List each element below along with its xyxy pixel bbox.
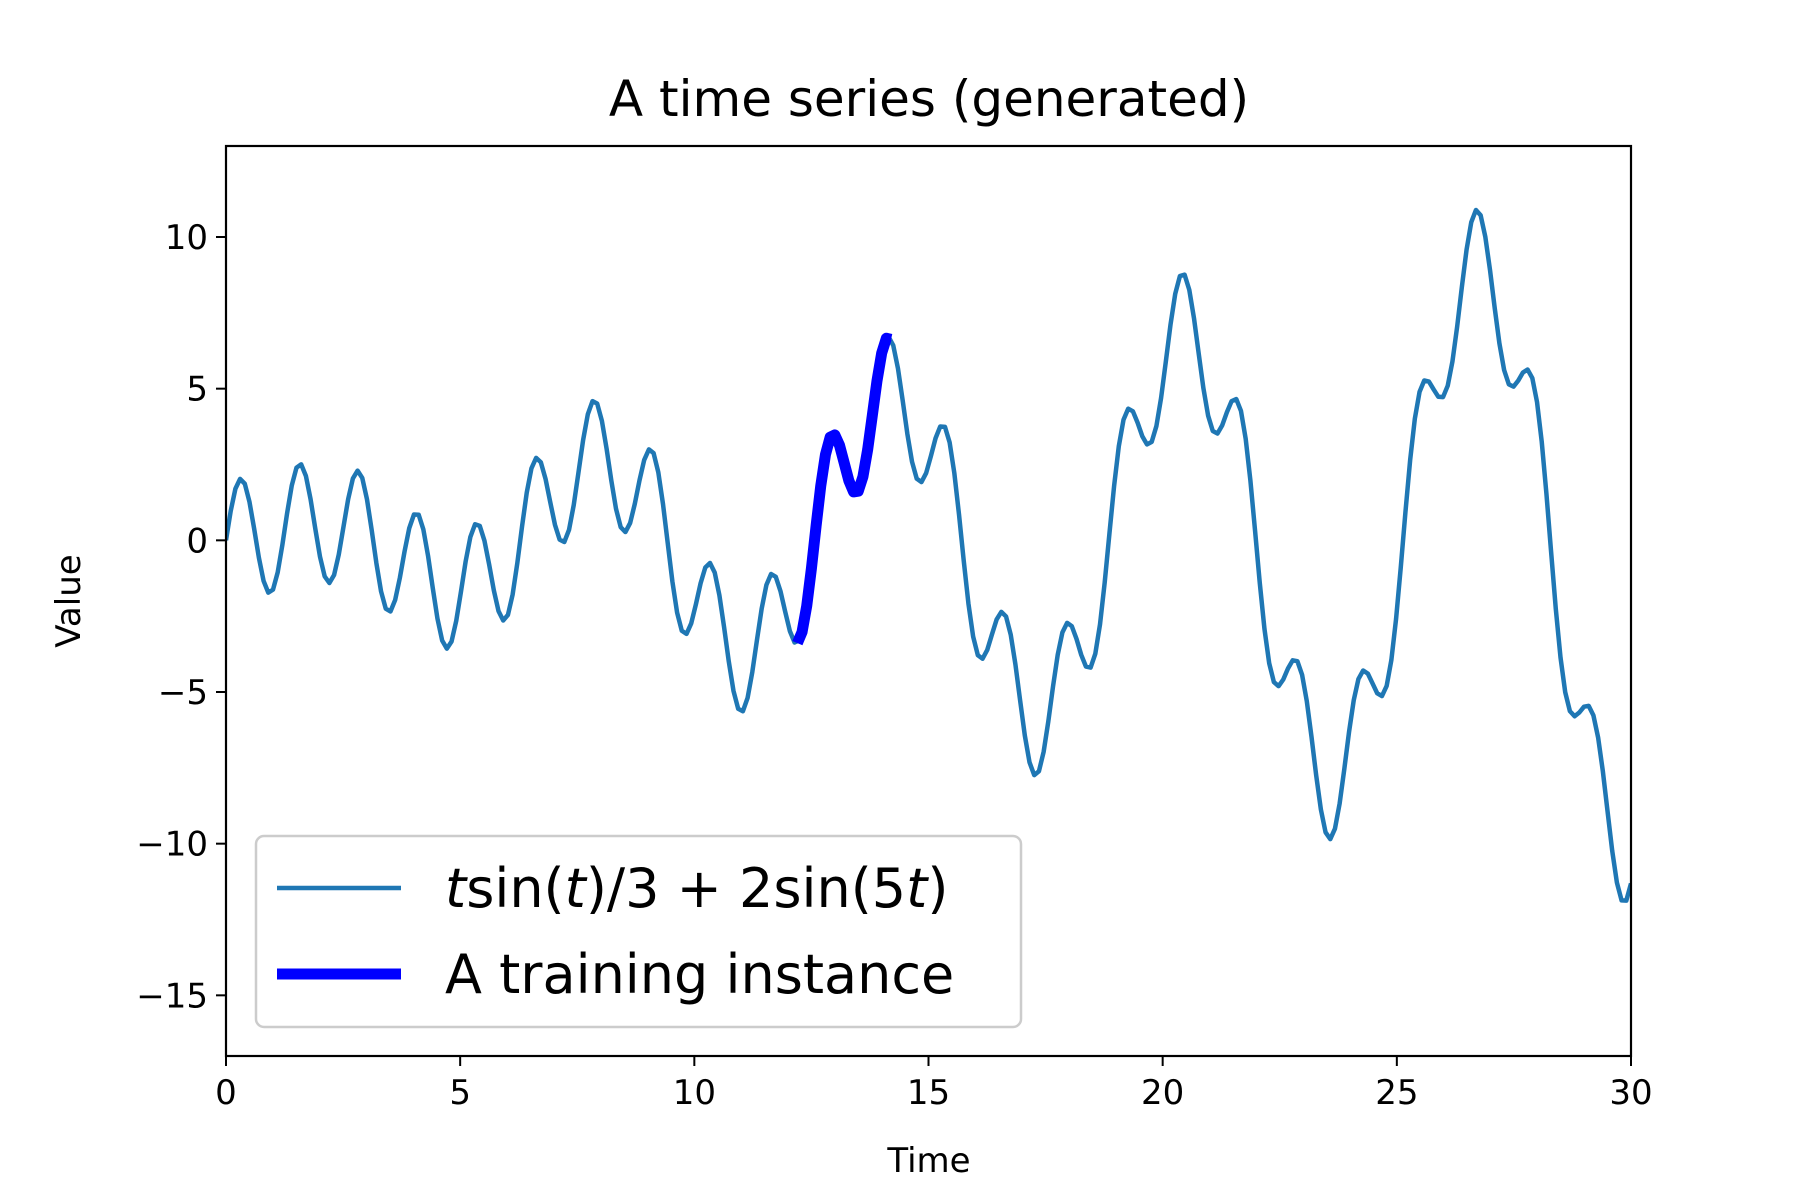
series-line-1 [226, 207, 1631, 903]
legend-label-part: )/3 + 2sin(5 [586, 857, 906, 920]
x-tick-label: 30 [1609, 1073, 1652, 1113]
legend-label-series-2: A training instance [445, 943, 954, 1006]
x-tick-label: 0 [215, 1073, 237, 1113]
x-tick-label: 15 [907, 1073, 950, 1113]
legend-label-series-1: tsin(t)/3 + 2sin(5t) [445, 857, 948, 920]
y-axis-label: Value [49, 554, 89, 647]
y-tick-label: −10 [136, 825, 208, 865]
y-tick-label: 0 [186, 521, 208, 561]
series-line-2 [792, 332, 893, 646]
legend-label-part: t [445, 857, 468, 920]
x-axis-label: Time [886, 1141, 970, 1181]
legend-label-part: t [906, 857, 929, 920]
legend-label-part: sin( [466, 857, 564, 920]
plot-area [226, 207, 1631, 903]
x-axis: 0 5 10 15 20 25 30 [215, 1056, 1653, 1113]
legend-label-part: t [565, 857, 588, 920]
y-axis: −15 −10 −5 0 5 10 [136, 218, 226, 1016]
legend-label-part: ) [927, 857, 948, 920]
legend: tsin(t)/3 + 2sin(5t) A training instance [254, 834, 1023, 1029]
x-tick-label: 20 [1141, 1073, 1184, 1113]
x-tick-label: 10 [673, 1073, 716, 1113]
x-tick-label: 25 [1375, 1073, 1418, 1113]
x-tick-label: 5 [449, 1073, 471, 1113]
legend-box [254, 834, 1023, 1029]
chart-title: A time series (generated) [609, 70, 1249, 128]
y-tick-label: −5 [158, 673, 208, 713]
y-tick-label: 5 [186, 370, 208, 410]
y-tick-label: −15 [136, 976, 208, 1016]
y-tick-label: 10 [165, 218, 208, 258]
